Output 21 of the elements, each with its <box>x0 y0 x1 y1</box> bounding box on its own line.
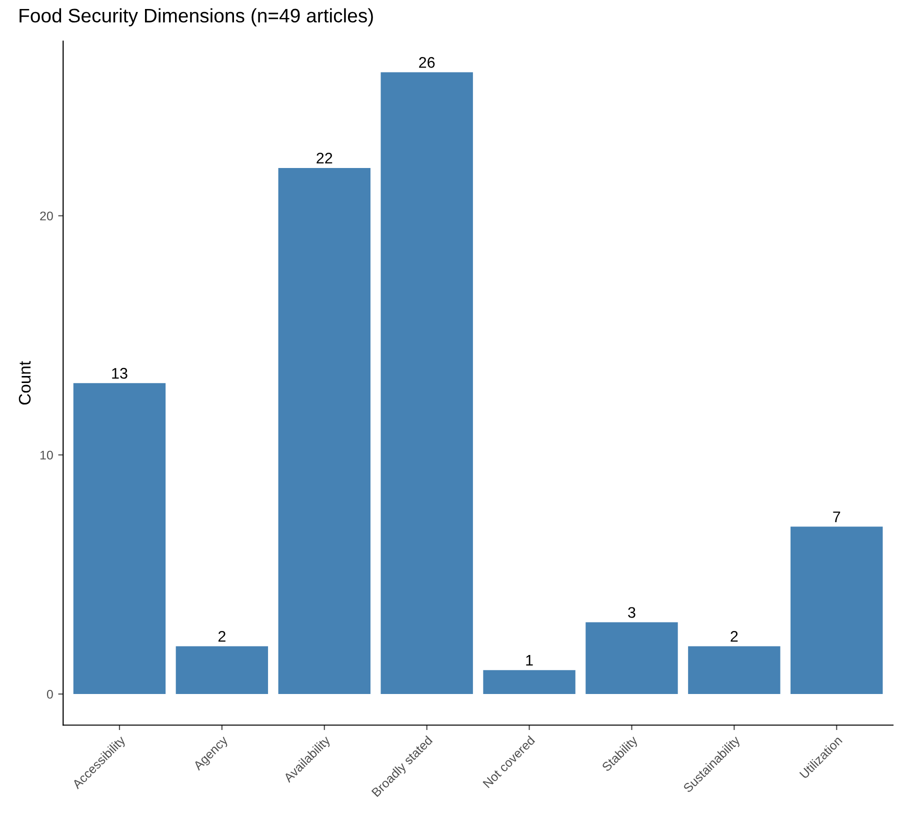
bar <box>278 168 370 694</box>
bar <box>483 670 576 694</box>
data-label: 22 <box>316 152 332 164</box>
bar <box>380 72 473 694</box>
bar <box>586 622 678 694</box>
y-tick-label: 20 <box>40 212 53 220</box>
bar <box>790 526 883 694</box>
data-label: 2 <box>218 630 226 642</box>
data-label: 13 <box>112 368 128 379</box>
y-tick-label: 0 <box>46 690 53 699</box>
data-label: 1 <box>526 655 533 666</box>
data-label: 26 <box>419 57 435 68</box>
y-axis-title: Count <box>18 361 31 405</box>
bar <box>73 383 166 694</box>
data-label: 2 <box>730 630 738 642</box>
y-tick-label: 10 <box>40 450 53 460</box>
chart-title: Food Security Dimensions (n=49 articles) <box>20 8 373 26</box>
bar <box>688 646 780 694</box>
data-label: 7 <box>833 512 840 522</box>
data-label: 3 <box>628 607 636 618</box>
bar <box>176 646 268 694</box>
